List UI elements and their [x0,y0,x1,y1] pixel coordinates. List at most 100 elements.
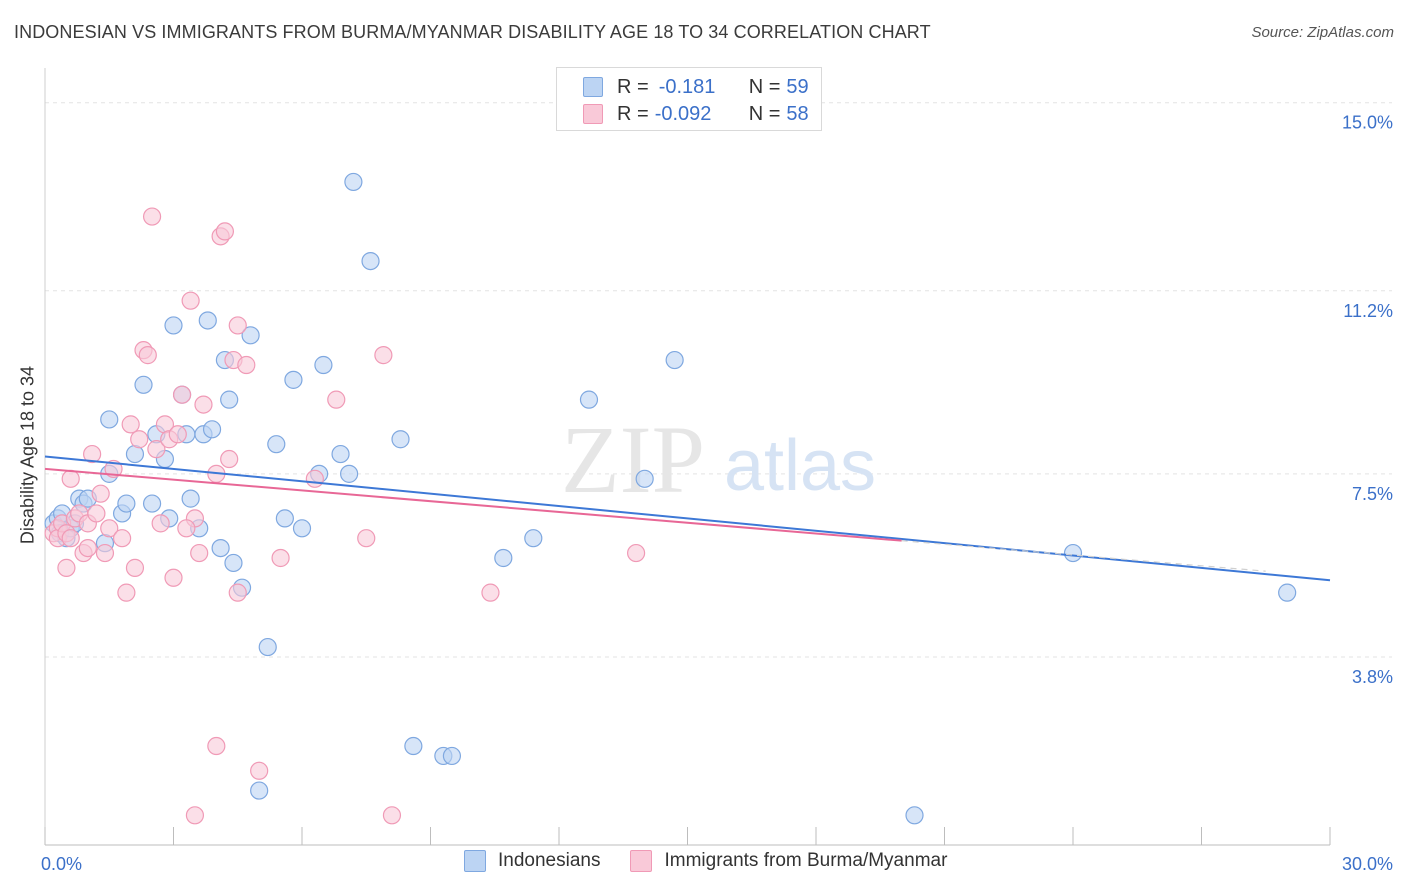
series-legend: Indonesians Immigrants from Burma/Myanma… [464,850,977,872]
legend-label-indonesians: Indonesians [498,850,601,871]
point-burma [104,459,123,479]
point-burma [117,583,136,602]
point-indonesians [331,444,350,464]
point-burma [374,346,393,365]
watermark-atlas: atlas [724,426,876,506]
point-indonesians [275,509,294,528]
point-burma [626,543,646,563]
watermark: ZIP atlas [561,406,876,513]
point-indonesians [241,326,260,345]
gridlines [45,102,1392,658]
point-indonesians [142,494,162,513]
legend-r-label: R = [617,102,649,125]
point-burma [61,529,80,548]
point-burma [112,529,132,548]
point-burma [142,207,162,226]
legend-n-value: 58 [786,102,809,125]
point-indonesians [292,519,312,538]
y-tick-label: 11.2% [1343,301,1393,321]
point-burma [250,761,269,780]
point-indonesians [100,410,119,429]
trend-line-burma [44,467,902,542]
point-indonesians [202,420,222,439]
point-indonesians [340,464,359,483]
point-burma [164,568,183,587]
trend-line-indonesians [44,455,1331,582]
x-tick-label: 0.0% [41,854,82,874]
point-indonesians [284,370,303,389]
point-burma [91,484,110,503]
point-indonesians [1278,583,1297,602]
legend-item-indonesians[interactable]: Indonesians [464,850,600,872]
point-burma [215,222,234,241]
point-burma [481,583,500,602]
correlation-legend: R = -0.181 N = 59 R = -0.092 N = 58 [556,67,822,131]
point-indonesians [220,390,239,409]
point-burma [130,430,149,449]
y-tick-label: 3.8% [1352,667,1393,687]
point-burma [220,449,239,469]
point-indonesians [134,375,153,394]
point-indonesians [344,172,363,192]
watermark-zip: ZIP [561,406,705,513]
legend-swatch-blue [464,850,486,872]
tick-labels: 3.8% 7.5% 11.2% 15.0% 0.0% 30.0% [41,113,1393,874]
point-indonesians [635,469,654,488]
point-burma [100,519,119,538]
point-indonesians [391,430,410,449]
chart-title: INDONESIAN VS IMMIGRANTS FROM BURMA/MYAN… [14,22,931,42]
point-indonesians [404,736,423,756]
point-burma [83,444,102,464]
point-burma [138,346,157,365]
legend-row-burma: R = -0.092 N = 58 [583,101,809,127]
source-label: Source: ZipAtlas.com [1251,24,1394,41]
point-burma [151,514,170,533]
point-indonesians [905,806,924,825]
point-burma [237,355,256,375]
point-burma [168,425,187,444]
point-indonesians [579,390,599,409]
point-indonesians [361,251,380,271]
trend-extension-burma [901,540,1266,572]
point-indonesians [267,435,286,454]
data-points [44,172,1297,825]
point-burma [172,385,192,404]
point-burma [194,395,213,414]
trend-lines [44,455,1331,582]
point-indonesians [314,355,333,375]
point-burma [327,390,346,409]
point-burma [61,469,80,488]
y-tick-label: 7.5% [1352,484,1393,504]
point-indonesians [665,350,684,370]
legend-label-burma: Immigrants from Burma/Myanmar [664,850,948,871]
legend-swatch-blue [583,77,603,97]
point-indonesians [211,538,230,558]
point-indonesians [164,316,183,335]
point-indonesians [442,746,462,766]
point-burma [177,519,196,538]
point-indonesians [117,494,136,513]
point-burma [228,316,247,335]
x-tick-label: 30.0% [1342,854,1393,874]
legend-swatch-pink [583,104,603,124]
point-indonesians [198,311,217,330]
legend-row-indonesians: R = -0.181 N = 59 [583,74,809,100]
point-indonesians [524,529,543,548]
point-burma [271,548,290,568]
point-burma [147,440,166,459]
point-indonesians [1063,543,1083,563]
legend-r-value: -0.092 [654,102,712,125]
point-burma [78,538,97,558]
legend-r-label: R = [617,75,649,98]
legend-r-value: -0.181 [658,75,716,98]
legend-n-value: 59 [786,75,809,98]
y-tick-label: 15.0% [1342,113,1393,133]
point-burma [207,736,226,756]
legend-item-burma[interactable]: Immigrants from Burma/Myanmar [630,850,947,872]
point-burma [185,806,205,825]
point-indonesians [250,781,269,800]
point-burma [190,543,209,563]
point-burma [95,543,115,563]
point-indonesians [494,548,513,568]
